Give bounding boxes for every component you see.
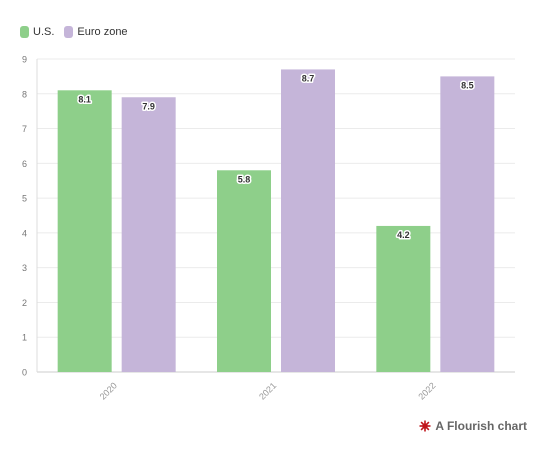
legend-label-us: U.S. <box>33 26 55 38</box>
data-label: 8.5 <box>461 80 474 90</box>
flourish-star-icon <box>419 420 431 432</box>
bar <box>281 69 335 372</box>
y-tick-label: 6 <box>22 159 27 169</box>
legend-swatch-euro-zone <box>64 26 74 38</box>
y-tick-label: 0 <box>22 368 27 378</box>
legend: U.S. Euro zone <box>20 26 138 38</box>
y-tick-label: 9 <box>22 55 27 65</box>
bar <box>121 97 176 372</box>
legend-item-us[interactable]: U.S. <box>20 26 54 38</box>
data-label: 8.7 <box>302 73 315 83</box>
x-tick-label: 2020 <box>98 380 119 401</box>
bar <box>217 170 271 372</box>
bar <box>376 225 431 372</box>
y-tick-label: 5 <box>22 194 27 204</box>
legend-swatch-us <box>20 26 29 38</box>
flourish-credit[interactable]: A Flourish chart <box>419 419 527 433</box>
y-tick-label: 4 <box>22 228 27 238</box>
data-label: 8.1 <box>78 94 91 104</box>
legend-item-euro-zone[interactable]: Euro zone <box>64 26 128 38</box>
y-tick-label: 2 <box>22 298 27 308</box>
legend-label-euro-zone: Euro zone <box>77 26 128 38</box>
x-tick-label: 2022 <box>416 380 437 401</box>
flourish-credit-text: A Flourish chart <box>435 419 527 433</box>
x-tick-label: 2021 <box>257 380 278 401</box>
bar <box>57 90 112 373</box>
data-label: 4.2 <box>397 230 410 240</box>
y-tick-label: 3 <box>22 263 27 273</box>
bar <box>440 76 495 372</box>
y-tick-label: 1 <box>22 333 27 343</box>
data-label: 5.8 <box>238 174 251 184</box>
data-label: 7.9 <box>142 101 155 111</box>
y-tick-label: 8 <box>22 89 27 99</box>
y-tick-label: 7 <box>22 124 27 134</box>
